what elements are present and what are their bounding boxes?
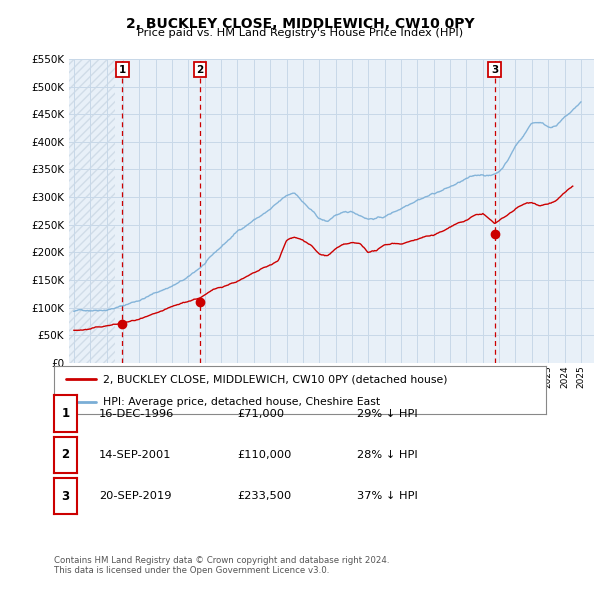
Text: 3: 3: [61, 490, 70, 503]
Text: 2, BUCKLEY CLOSE, MIDDLEWICH, CW10 0PY: 2, BUCKLEY CLOSE, MIDDLEWICH, CW10 0PY: [125, 17, 475, 31]
Text: 29% ↓ HPI: 29% ↓ HPI: [357, 409, 418, 418]
Text: 16-DEC-1996: 16-DEC-1996: [99, 409, 174, 418]
Text: £71,000: £71,000: [237, 409, 284, 418]
Text: 2: 2: [196, 65, 203, 74]
Text: 1: 1: [61, 407, 70, 420]
Text: 1: 1: [119, 65, 126, 74]
Text: 3: 3: [491, 65, 498, 74]
Text: HPI: Average price, detached house, Cheshire East: HPI: Average price, detached house, Ches…: [103, 396, 380, 407]
Text: £110,000: £110,000: [237, 450, 292, 460]
Text: Price paid vs. HM Land Registry's House Price Index (HPI): Price paid vs. HM Land Registry's House …: [137, 28, 463, 38]
Text: 28% ↓ HPI: 28% ↓ HPI: [357, 450, 418, 460]
Text: 2: 2: [61, 448, 70, 461]
Text: 2, BUCKLEY CLOSE, MIDDLEWICH, CW10 0PY (detached house): 2, BUCKLEY CLOSE, MIDDLEWICH, CW10 0PY (…: [103, 374, 448, 384]
Text: Contains HM Land Registry data © Crown copyright and database right 2024.: Contains HM Land Registry data © Crown c…: [54, 556, 389, 565]
Bar: [69, 59, 115, 363]
Text: £233,500: £233,500: [237, 491, 291, 501]
Text: This data is licensed under the Open Government Licence v3.0.: This data is licensed under the Open Gov…: [54, 566, 329, 575]
Text: 37% ↓ HPI: 37% ↓ HPI: [357, 491, 418, 501]
Text: 20-SEP-2019: 20-SEP-2019: [99, 491, 172, 501]
Text: 14-SEP-2001: 14-SEP-2001: [99, 450, 172, 460]
